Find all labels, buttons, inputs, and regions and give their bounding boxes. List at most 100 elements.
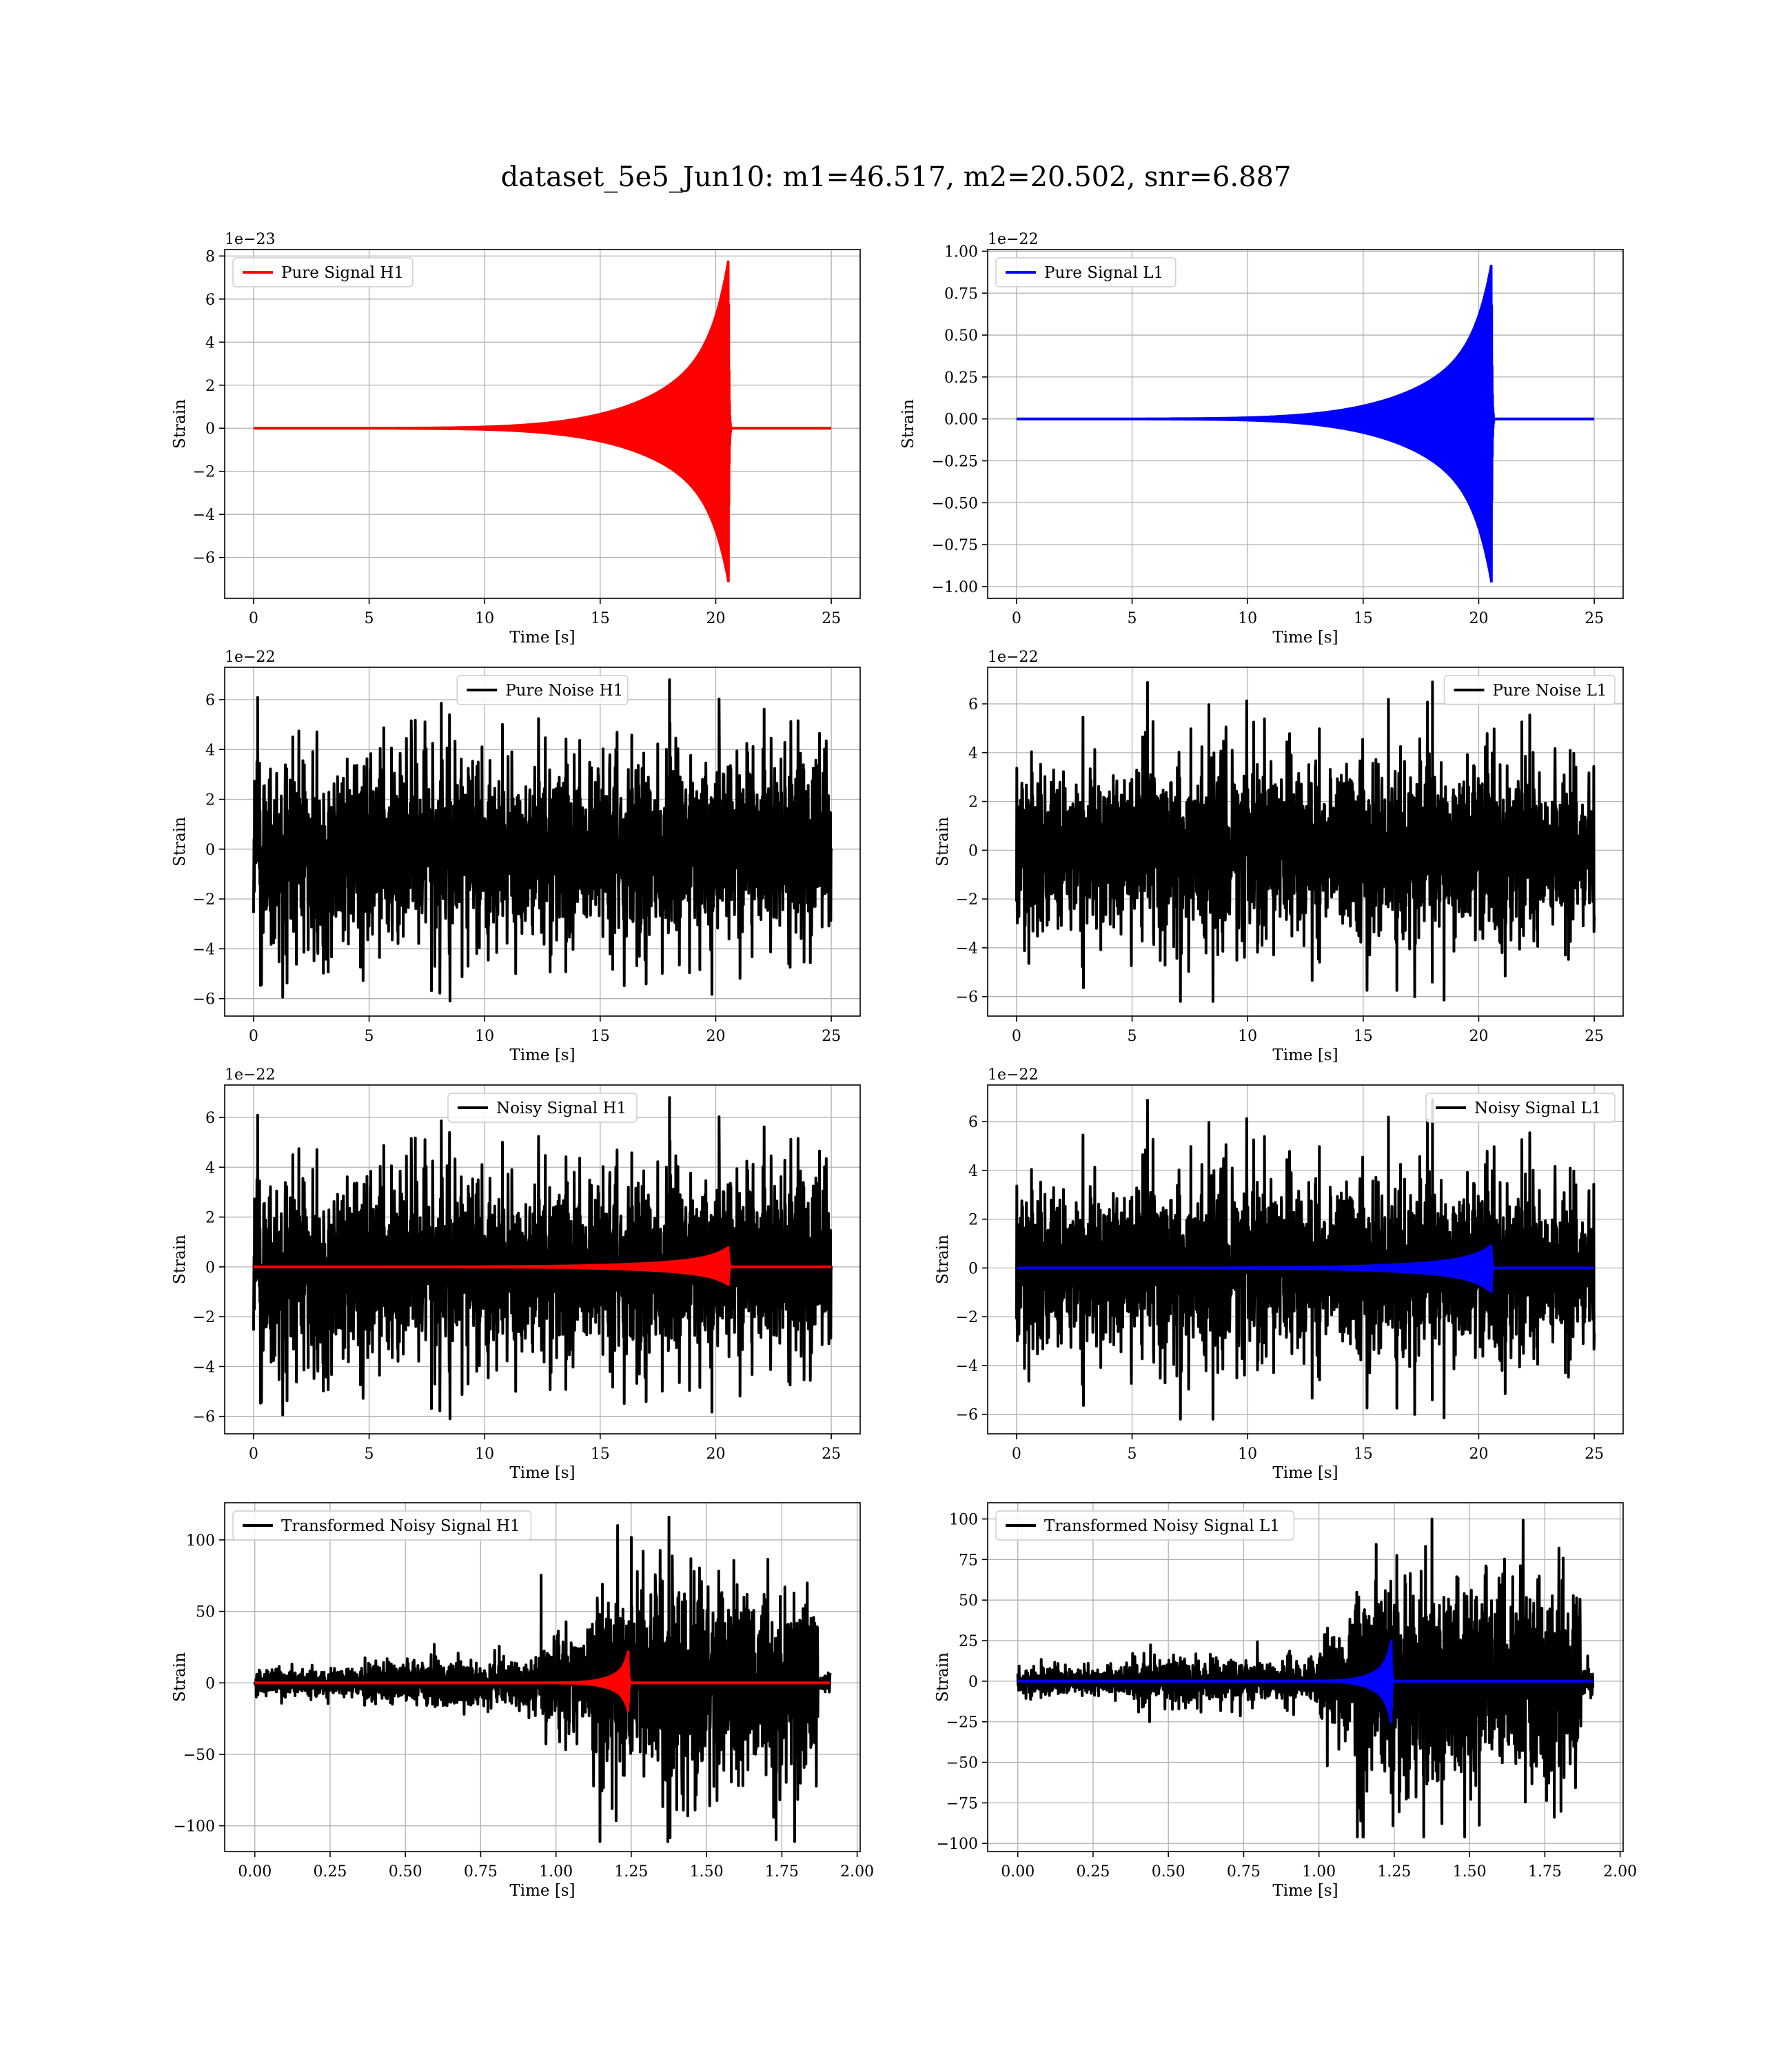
x-axis-label: Time [s] <box>509 1882 575 1900</box>
x-tick-label: 0 <box>249 610 258 627</box>
legend-box <box>232 1510 532 1541</box>
x-tick-label: 25 <box>1585 610 1604 627</box>
x-tick-label: 10 <box>475 610 494 627</box>
x-tick-label: 20 <box>1469 1446 1488 1463</box>
x-tick-label: 15 <box>591 1446 610 1463</box>
y-tick-label: −6 <box>193 1409 215 1426</box>
y-offset-text: 1e−22 <box>988 649 1038 666</box>
y-axis-label: Strain <box>171 399 189 449</box>
x-tick-label: 5 <box>365 1028 374 1045</box>
y-tick-label: −2 <box>193 891 215 909</box>
x-tick-label: 1.00 <box>539 1863 573 1881</box>
x-tick-label: 0.25 <box>313 1863 347 1881</box>
y-axis-label: Strain <box>934 1652 952 1702</box>
y-tick-label: 6 <box>205 1110 215 1127</box>
series-line-1 <box>1017 1640 1594 1724</box>
y-tick-label: −4 <box>956 1358 978 1375</box>
y-tick-label: 1.00 <box>944 243 978 261</box>
x-tick-label: 20 <box>706 610 725 627</box>
plot-area <box>1015 1098 1596 1421</box>
legend-label: Transformed Noisy Signal H1 <box>281 1517 520 1535</box>
y-axis-label: Strain <box>171 817 189 866</box>
x-tick-label: 25 <box>822 1446 841 1463</box>
y-axis-label: Strain <box>899 399 917 449</box>
y-tick-label: 6 <box>968 1114 978 1131</box>
y-tick-label: 4 <box>968 1163 978 1180</box>
series-line-0 <box>1015 1098 1596 1421</box>
y-tick-label: 0 <box>968 1260 978 1277</box>
x-tick-label: 25 <box>1585 1446 1604 1463</box>
x-tick-label: 1.75 <box>765 1863 799 1881</box>
x-axis-label: Time [s] <box>1272 1046 1338 1064</box>
y-tick-label: −4 <box>193 507 215 524</box>
x-tick-label: 0.75 <box>1227 1863 1261 1881</box>
y-tick-label: 4 <box>205 334 215 352</box>
subplot-pure-signal-l1: 0 5 10 15 20 25 −1.00 −0.75 −0.50 −0.25 0.00 0.25 0.… <box>899 231 1624 647</box>
x-axis-label: Time [s] <box>1272 1882 1338 1900</box>
y-tick-label: 0 <box>205 842 215 859</box>
y-tick-label: 2 <box>205 792 215 809</box>
legend-label: Pure Noise L1 <box>1492 682 1607 700</box>
y-tick-label: 2 <box>205 378 215 395</box>
y-tick-label: 6 <box>205 692 215 709</box>
subplot-noisy-signal-l1: 0 5 10 15 20 25 −6 −4 −2 0 2 4 6 Time [s] Strain 1e−22 N… <box>934 1066 1624 1482</box>
x-tick-label: 15 <box>1354 1446 1373 1463</box>
x-tick-label: 20 <box>1469 610 1488 627</box>
subplot-pure-noise-h1: 0 5 10 15 20 25 −6 −4 −2 0 2 4 6 Time [s] Strain 1e−22 P… <box>171 649 861 1064</box>
series-line-1 <box>252 1246 833 1286</box>
x-tick-label: 10 <box>1238 1028 1257 1045</box>
x-tick-label: 10 <box>1238 1446 1257 1463</box>
legend: Pure Noise L1 <box>1443 675 1616 705</box>
x-tick-label: 25 <box>822 610 841 627</box>
y-tick-label: −4 <box>193 941 215 958</box>
y-tick-label: 4 <box>205 742 215 759</box>
y-tick-label: −1.00 <box>932 579 978 596</box>
legend-label: Noisy Signal H1 <box>496 1099 627 1117</box>
series-line-1 <box>1015 1244 1596 1293</box>
y-tick-label: −50 <box>183 1747 215 1764</box>
series-line-0 <box>252 1096 833 1421</box>
legend-box <box>456 675 629 705</box>
legend-box <box>232 257 414 287</box>
y-tick-label: −100 <box>174 1818 215 1836</box>
plot-area <box>253 1515 832 1843</box>
x-tick-label: 15 <box>591 610 610 627</box>
subplot-transformed-noisy-signal-l1: 0.00 0.25 0.50 0.75 1.00 1.25 1.50 1.75 2.00 −100… <box>934 1502 1637 1900</box>
y-tick-label: 0.25 <box>944 369 978 387</box>
x-tick-label: 0 <box>1012 610 1021 627</box>
subplot-pure-noise-l1: 0 5 10 15 20 25 −6 −4 −2 0 2 4 6 Time [s] Strain 1e−22 P… <box>934 649 1624 1064</box>
legend: Pure Noise H1 <box>456 675 629 705</box>
x-tick-label: 0.50 <box>1152 1863 1185 1881</box>
x-tick-label: 5 <box>1128 1028 1137 1045</box>
y-tick-label: −6 <box>956 1407 978 1424</box>
legend-label: Pure Signal L1 <box>1044 264 1163 282</box>
axes-frame <box>987 249 1624 599</box>
axes-frame <box>224 667 861 1017</box>
plot-area <box>252 260 833 582</box>
y-offset-text: 1e−22 <box>988 1066 1038 1084</box>
x-tick-label: 5 <box>365 610 374 627</box>
x-tick-label: 5 <box>365 1446 374 1463</box>
y-tick-label: −100 <box>937 1836 978 1853</box>
y-tick-label: 0 <box>205 1259 215 1277</box>
y-axis-label: Strain <box>171 1235 189 1284</box>
x-tick-label: 20 <box>706 1028 725 1045</box>
axes-frame <box>224 1502 861 1852</box>
legend-box <box>995 1510 1295 1541</box>
x-tick-label: 0 <box>1012 1028 1021 1045</box>
legend: Transformed Noisy Signal H1 <box>232 1510 532 1541</box>
y-tick-label: 2 <box>205 1210 215 1227</box>
plot-area <box>1015 680 1596 1003</box>
x-tick-label: 5 <box>1128 1446 1137 1463</box>
axes-frame <box>224 1084 861 1435</box>
y-offset-text: 1e−22 <box>225 649 275 666</box>
y-tick-label: 0 <box>968 842 978 860</box>
y-tick-label: −2 <box>193 464 215 481</box>
y-offset-text: 1e−22 <box>225 1066 275 1084</box>
series-line-0 <box>1015 680 1596 1003</box>
x-tick-label: 0.75 <box>464 1863 498 1881</box>
y-tick-label: −0.75 <box>932 537 978 554</box>
x-tick-label: 20 <box>706 1446 725 1463</box>
subplot-pure-signal-h1: 0 5 10 15 20 25 −6 −4 −2 0 2 4 6 8 Time [s] Strain 1e−23… <box>171 231 861 647</box>
